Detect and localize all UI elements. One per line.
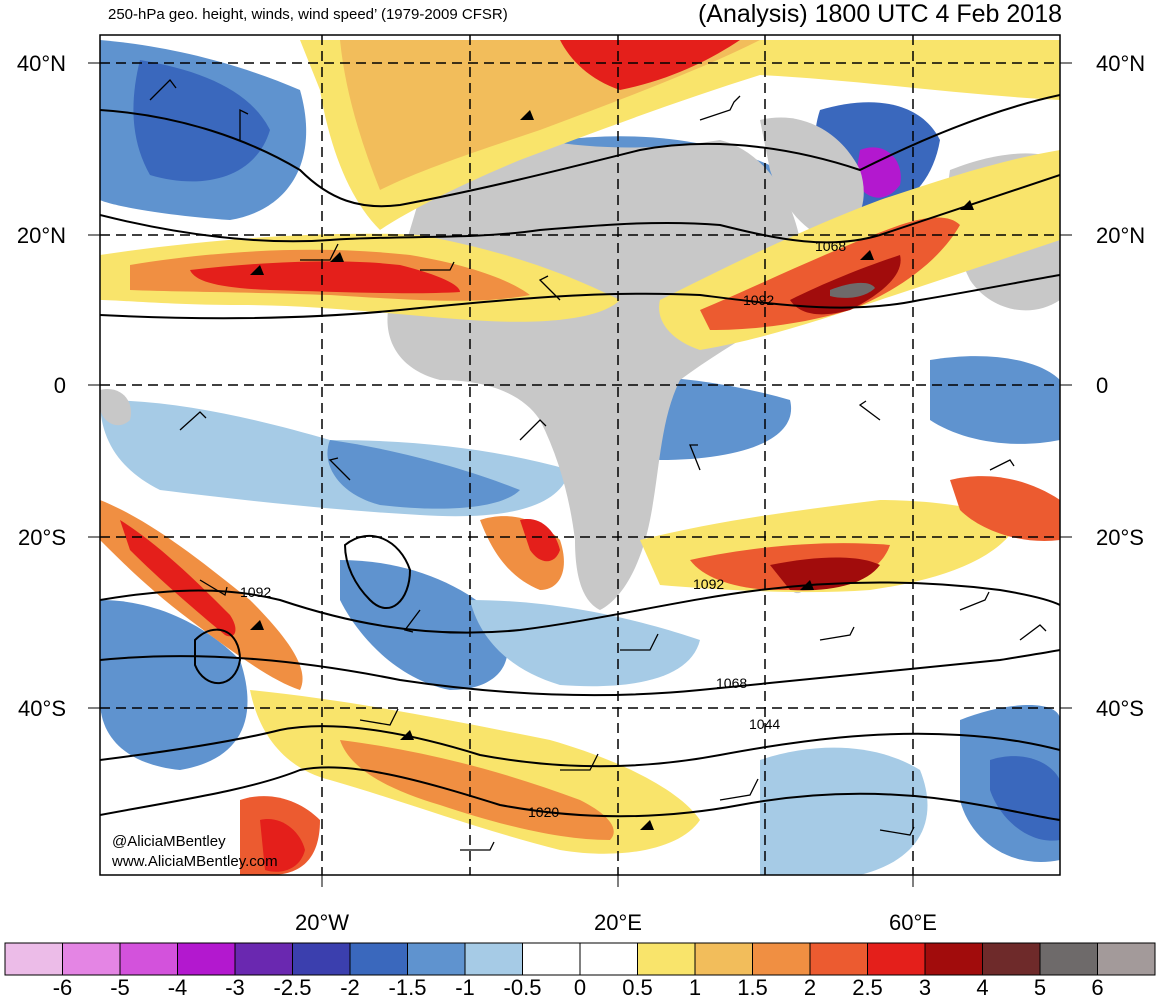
colorbar-label: 5 xyxy=(1034,975,1046,999)
colorbar-label: 3 xyxy=(919,975,931,999)
colorbar-swatch xyxy=(62,942,121,976)
credit-handle: @AliciaMBentley xyxy=(112,833,226,850)
lat-label: 40°N xyxy=(17,51,66,76)
height-contours xyxy=(100,94,1060,821)
colorbar-swatch xyxy=(867,942,926,976)
lat-labels-left: 40°N 20°N 0 20°S 40°S xyxy=(17,51,66,721)
colorbar-swatch xyxy=(407,942,466,976)
tick-marks xyxy=(88,62,1072,887)
lat-label: 0 xyxy=(1096,373,1108,398)
contour-label: 1044 xyxy=(749,716,780,732)
colorbar-label: -5 xyxy=(110,975,130,999)
colorbar-swatch xyxy=(1039,942,1098,976)
graticule xyxy=(100,35,1060,875)
lat-label: 20°N xyxy=(1096,223,1145,248)
colorbar-label: -1 xyxy=(455,975,475,999)
lat-label: 0 xyxy=(54,373,66,398)
contour-label: 1068 xyxy=(716,675,747,691)
contour-label: 1092 xyxy=(240,584,271,600)
colorbar-swatch xyxy=(4,942,63,976)
colorbar-label: 0.5 xyxy=(622,975,653,999)
colorbar-swatch xyxy=(637,942,696,976)
lat-label: 20°S xyxy=(18,525,66,550)
lat-label: 40°N xyxy=(1096,51,1145,76)
colorbar-swatch xyxy=(292,942,351,976)
lon-label: 20°E xyxy=(594,910,642,935)
colorbar-label: 1.5 xyxy=(737,975,768,999)
colorbar-swatch xyxy=(694,942,753,976)
colorbar-swatch xyxy=(464,942,523,976)
colorbar-label: -1.5 xyxy=(389,975,427,999)
lat-label: 20°N xyxy=(17,223,66,248)
plot-frame xyxy=(99,34,1061,876)
map-title-right: (Analysis) 1800 UTC 4 Feb 2018 xyxy=(697,0,1062,28)
colorbar-label: -0.5 xyxy=(504,975,542,999)
colorbar-label: -3 xyxy=(225,975,245,999)
credit-url: www.AliciaMBentley.com xyxy=(111,853,278,870)
colorbar-label: -2 xyxy=(340,975,360,999)
colorbar-swatch xyxy=(752,942,811,976)
colorbar-label: -6 xyxy=(53,975,73,999)
lat-label: 20°S xyxy=(1096,525,1144,550)
colorbar-swatch xyxy=(177,942,236,976)
colorbar-label: -2.5 xyxy=(274,975,312,999)
colorbar-label: 2 xyxy=(804,975,816,999)
contour-label: 1068 xyxy=(815,238,846,254)
colorbar-swatch xyxy=(982,942,1041,976)
contour-label: 1020 xyxy=(528,804,559,820)
lat-label: 40°S xyxy=(18,696,66,721)
wind-flags xyxy=(250,110,974,830)
lat-labels-right: 40°N 20°N 0 20°S 40°S xyxy=(1096,51,1145,721)
colorbar: -6 -5 -4 -3 -2.5 -2 -1.5 -1 -0.5 0 0.5 1 1.5 2 2.5 3 4 5 6 xyxy=(4,942,1156,999)
lon-label: 20°W xyxy=(295,910,349,935)
colorbar-swatch xyxy=(234,942,293,976)
colorbar-swatch xyxy=(522,942,581,976)
colorbar-label: 1 xyxy=(689,975,701,999)
colorbar-swatch xyxy=(809,942,868,976)
lat-label: 40°S xyxy=(1096,696,1144,721)
lon-label: 60°E xyxy=(889,910,937,935)
wind-barbs xyxy=(149,79,1047,851)
colorbar-swatch xyxy=(924,942,983,976)
colorbar-label: 6 xyxy=(1091,975,1103,999)
colorbar-swatch xyxy=(579,942,638,976)
map-title-left: 250-hPa geo. height, winds, wind speed’ … xyxy=(108,6,508,23)
colorbar-label: 4 xyxy=(976,975,988,999)
contour-label: 1092 xyxy=(743,292,774,308)
contour-label: 1092 xyxy=(693,576,724,592)
colorbar-swatch xyxy=(349,942,408,976)
colorbar-label: -4 xyxy=(168,975,188,999)
colorbar-swatch xyxy=(119,942,178,976)
contour-labels: 1068 1092 1092 1092 1068 1044 1020 xyxy=(240,238,846,820)
colorbar-label: 0 xyxy=(574,975,586,999)
colorbar-label: 2.5 xyxy=(852,975,883,999)
lon-labels: 20°W 20°E 60°E xyxy=(295,910,937,935)
colorbar-swatch xyxy=(1097,942,1156,976)
